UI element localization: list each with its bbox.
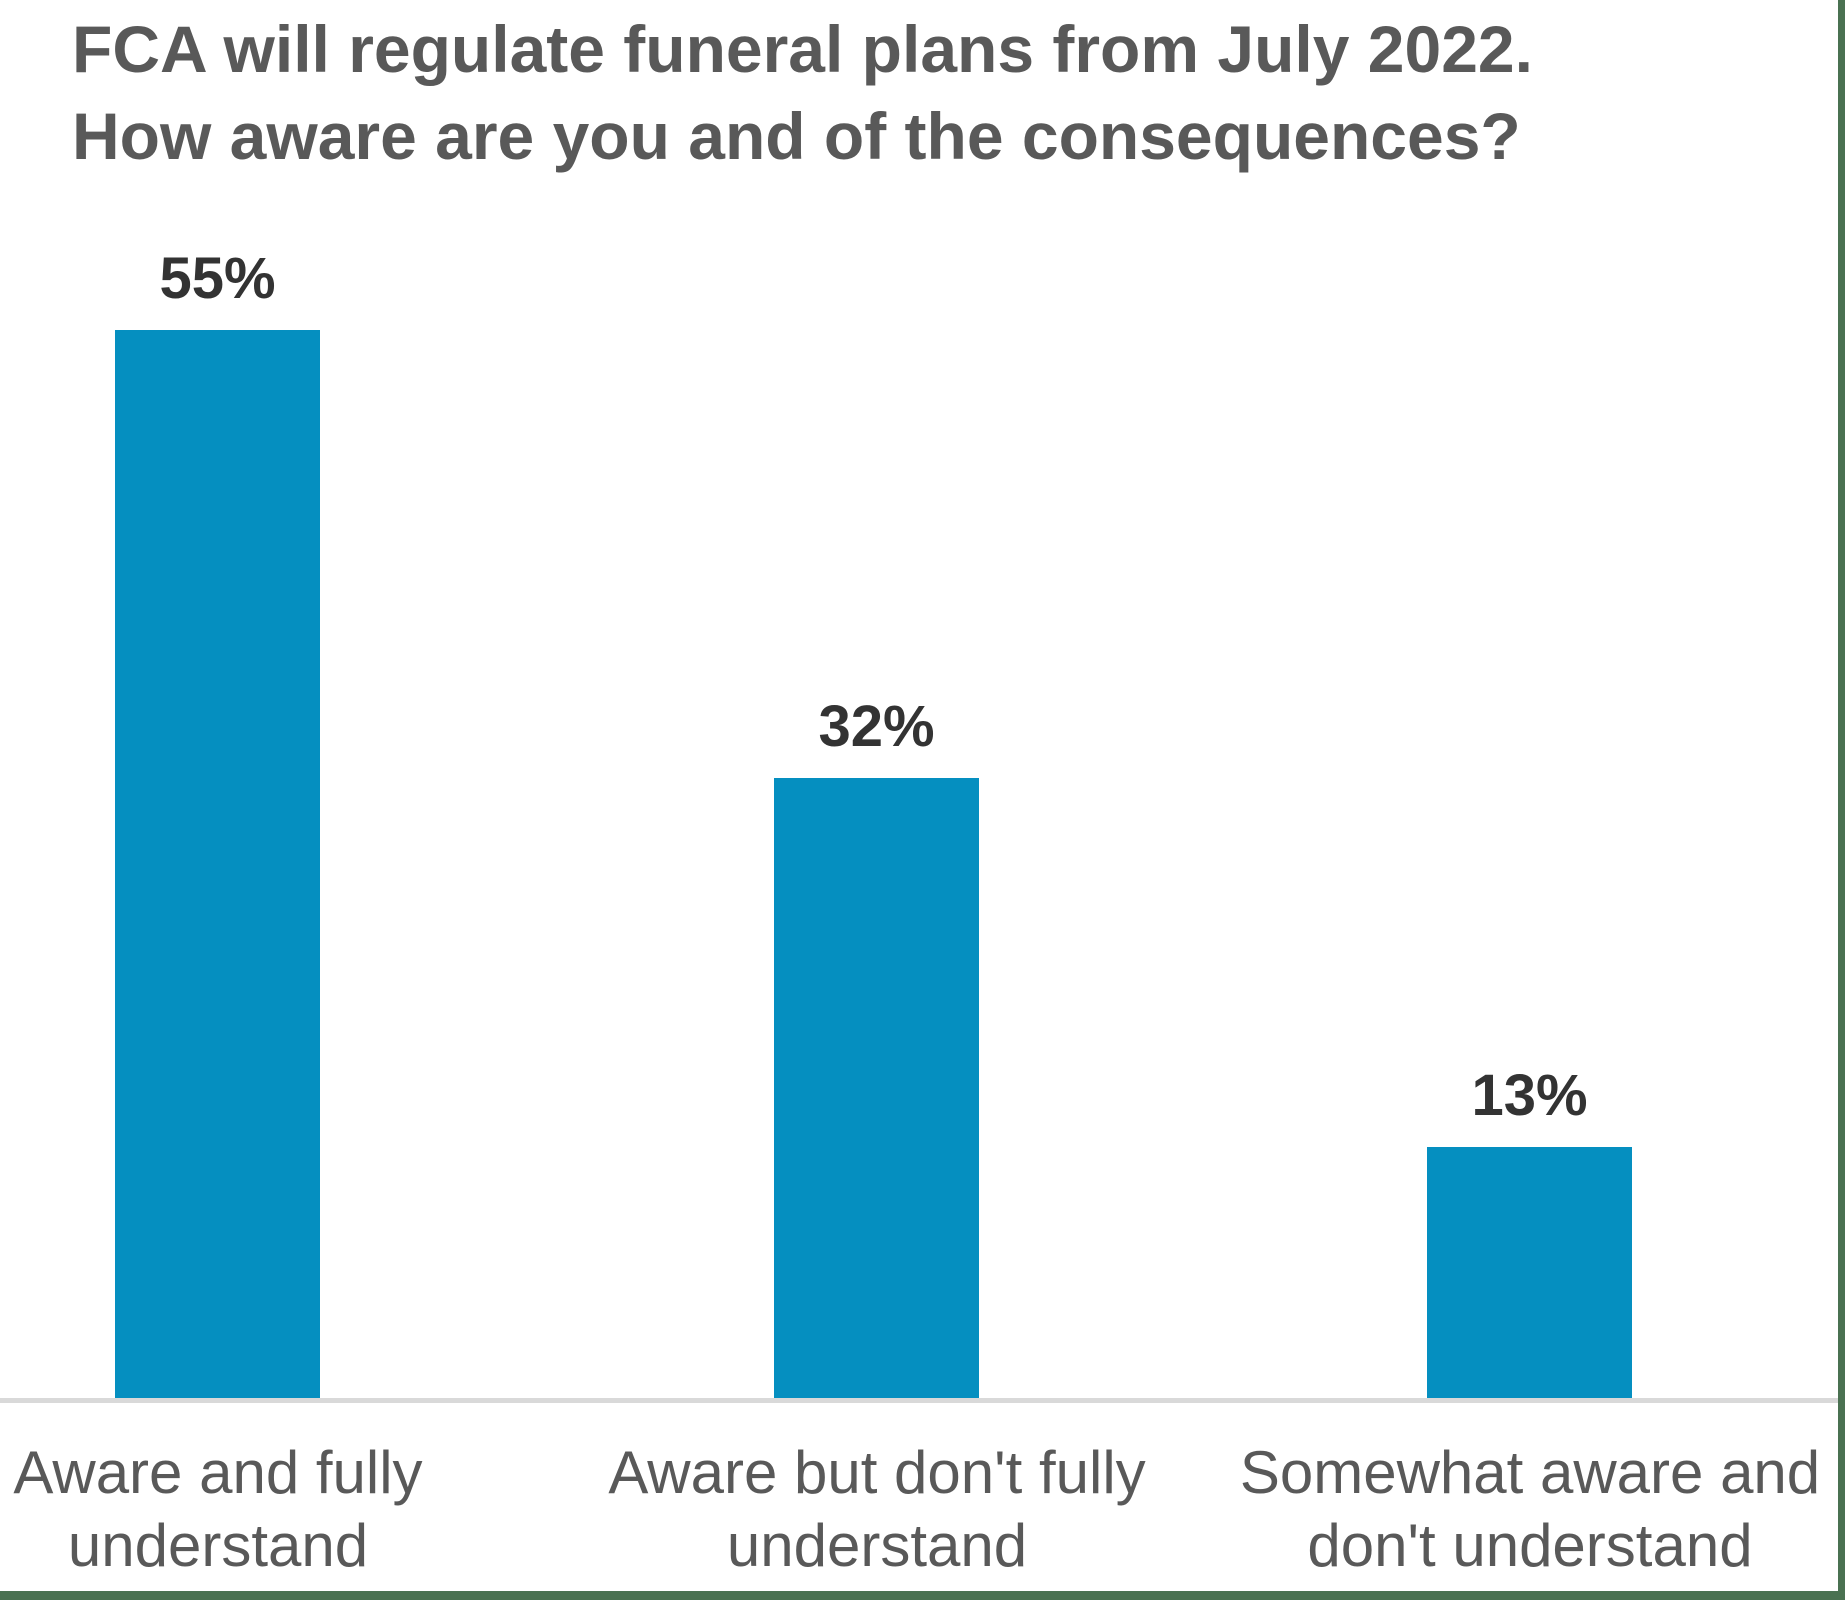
bar (774, 778, 979, 1400)
category-label: Aware and fully understand (13, 1439, 423, 1580)
bar-column: 32% (774, 693, 979, 1400)
bar-column: 13% (1427, 1062, 1632, 1400)
value-label: 13% (1471, 1063, 1588, 1128)
value-label: 32% (818, 694, 935, 759)
bar-column: 55% (115, 245, 320, 1400)
frame-border-right (1838, 0, 1845, 1600)
chart-title: FCA will regulate funeral plans from Jul… (72, 12, 1533, 174)
bar (115, 330, 320, 1400)
category-label: Aware but don't fully understand (608, 1439, 1146, 1580)
value-label: 55% (159, 246, 276, 311)
bar (1427, 1147, 1632, 1400)
category-label: Somewhat aware and don't understand (1239, 1439, 1821, 1580)
x-axis-line (0, 1398, 1838, 1403)
frame-border-bottom (0, 1591, 1845, 1600)
